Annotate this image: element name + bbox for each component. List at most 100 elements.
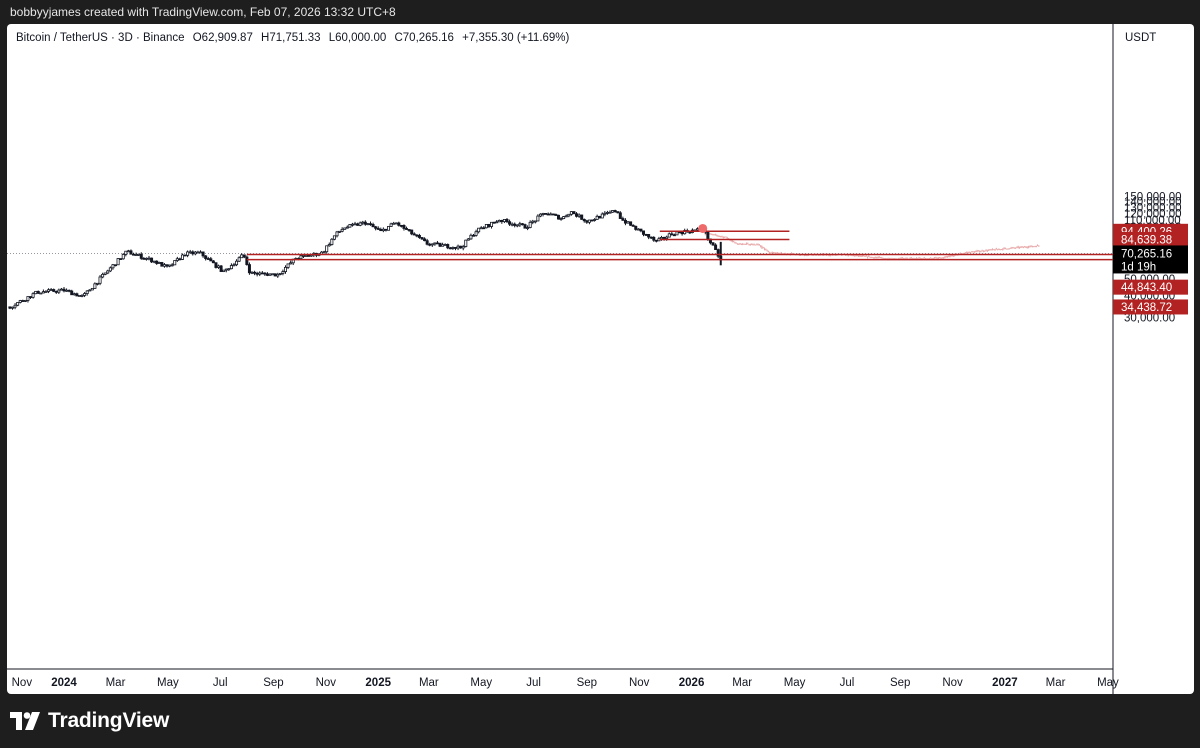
time-axis-label: May	[784, 677, 806, 689]
projection-body	[959, 253, 961, 255]
chart-frame[interactable]: 140,000.00 130,000.00 120,000.00 110,000.00…	[7, 24, 1194, 694]
projection-body	[720, 236, 722, 238]
candle-body	[119, 258, 123, 260]
candle-body	[106, 270, 110, 274]
projection-body	[915, 257, 918, 259]
candle-body	[253, 271, 257, 274]
candle-body	[80, 294, 84, 297]
candle-body	[598, 215, 602, 219]
candle-body	[613, 210, 617, 213]
projection-body	[854, 255, 856, 257]
projection-body	[878, 256, 880, 258]
projection-body	[884, 258, 887, 260]
projection-body	[882, 257, 884, 259]
projection-body	[834, 254, 836, 256]
price-tick-label: 120,000.00	[1124, 208, 1182, 220]
projection-body	[722, 236, 724, 238]
candle-body	[85, 290, 89, 294]
projection-body	[863, 255, 865, 257]
projection-body	[950, 255, 952, 257]
candle-body	[211, 260, 215, 264]
price-tick-label: 140,000.00	[1124, 197, 1182, 209]
projection-body	[784, 253, 786, 255]
candle-body	[536, 215, 540, 222]
candle-body	[348, 224, 352, 228]
projection-body	[874, 257, 876, 259]
candle-body	[520, 223, 524, 226]
projection-body	[721, 236, 723, 238]
candle-body	[484, 223, 488, 229]
candle-body	[533, 220, 537, 223]
candle-body	[618, 212, 622, 219]
projection-body	[751, 243, 753, 245]
candle-body	[433, 242, 437, 245]
candle-body	[175, 258, 179, 261]
candle-body	[549, 213, 553, 216]
time-axis-label: Mar	[106, 677, 126, 689]
candle-body	[217, 265, 221, 268]
candle-body	[593, 219, 597, 221]
candle-body	[265, 273, 269, 276]
candle-body	[407, 229, 411, 231]
candle-body	[562, 216, 566, 220]
projection-body	[1029, 246, 1031, 248]
projection-body	[986, 250, 988, 252]
candle-body	[98, 276, 102, 284]
candle-body	[456, 245, 460, 249]
pivot-marker	[698, 223, 708, 233]
projection-body	[999, 249, 1001, 251]
attribution-bar: bobbyyjames created with TradingView.com…	[0, 0, 1200, 24]
projection-body	[790, 253, 793, 255]
projection-body	[942, 257, 945, 259]
candle-body	[204, 255, 208, 259]
candle-body	[111, 264, 115, 269]
projection-body	[711, 234, 713, 236]
projection-body	[748, 244, 750, 246]
candle-body	[538, 213, 542, 217]
candle-body	[716, 249, 720, 257]
time-axis-label: 2026	[679, 677, 705, 689]
projection-body	[1013, 247, 1015, 249]
candle-body	[240, 254, 244, 259]
candle-body	[353, 223, 357, 226]
candle-body	[526, 227, 530, 229]
candle-body	[443, 244, 447, 246]
projection-body	[1017, 246, 1019, 248]
candle-body	[75, 293, 79, 297]
candle-body	[428, 243, 432, 246]
projection-body	[969, 252, 972, 254]
candle-body	[219, 265, 223, 272]
projection-body	[964, 252, 967, 254]
projection-body	[1033, 246, 1035, 248]
projection-body	[753, 244, 755, 246]
candle-body	[206, 258, 210, 260]
projection-body	[769, 252, 771, 254]
candle-body	[680, 231, 684, 235]
tradingview-logo[interactable]: TradingView	[10, 708, 169, 734]
projection-body	[997, 249, 999, 251]
candle-body	[623, 219, 627, 224]
candle-body	[672, 234, 676, 237]
projection-body	[948, 256, 950, 258]
projection-body	[953, 255, 955, 257]
projection-body	[879, 257, 882, 259]
projection-body	[873, 257, 875, 259]
projection-body	[1026, 246, 1028, 248]
candle-body	[150, 257, 154, 263]
level-price-badge	[1113, 231, 1188, 247]
projection-body	[1004, 247, 1006, 249]
candle-body	[706, 231, 710, 240]
price-chart[interactable]: 140,000.00130,000.00120,000.00110,000.00…	[7, 24, 1194, 694]
candle-body	[384, 228, 388, 231]
candle-body	[654, 239, 658, 242]
projection-body	[828, 254, 830, 256]
projection-body	[718, 235, 721, 237]
candle-body	[487, 223, 491, 227]
projection-body	[760, 245, 762, 247]
candle-body	[250, 271, 254, 274]
projection-body	[851, 255, 853, 257]
candle-body	[95, 282, 99, 285]
candle-body	[371, 224, 375, 228]
candle-body	[343, 227, 347, 230]
projection-body	[780, 252, 782, 254]
